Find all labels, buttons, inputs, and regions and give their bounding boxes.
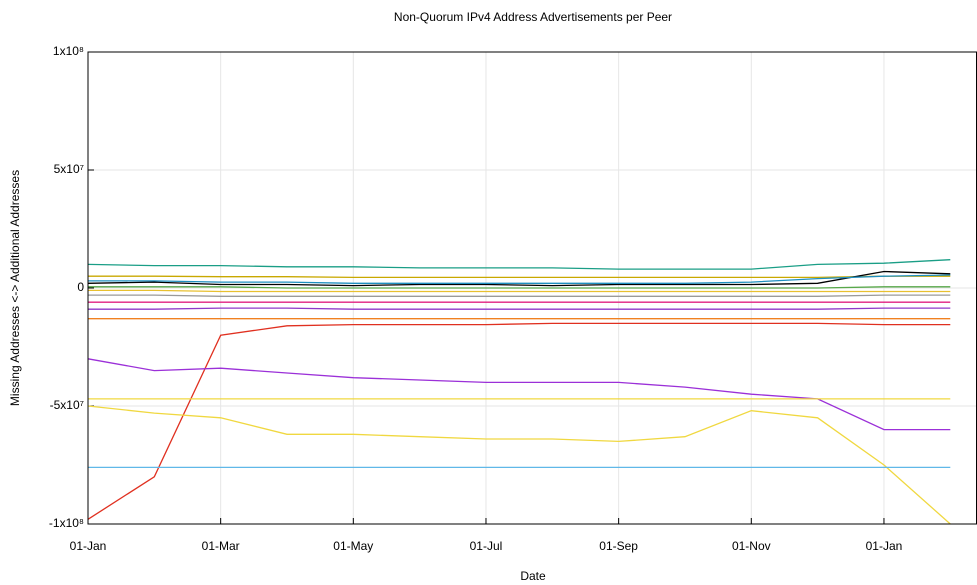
x-tick-label: 01-Nov [732, 539, 771, 553]
y-tick-label: 1x10⁸ [53, 44, 84, 58]
series-line [87, 405, 951, 525]
series-line [87, 322, 951, 520]
series-line [87, 259, 951, 270]
series-line [88, 274, 951, 284]
x-tick-label: 01-May [333, 539, 373, 553]
y-tick-label: -1x10⁸ [49, 516, 84, 530]
x-tick-label: 01-Mar [202, 539, 240, 553]
x-tick-label: 01-Jan [866, 539, 903, 553]
x-tick-label: 01-Jan [70, 539, 107, 553]
x-tick-label: 01-Jul [470, 539, 503, 553]
chart-title: Non-Quorum IPv4 Address Advertisements p… [394, 10, 672, 24]
x-axis-label: Date [520, 569, 546, 583]
x-tick-label: 01-Sep [599, 539, 638, 553]
series-line [88, 294, 951, 297]
series-line [88, 307, 951, 310]
y-tick-label: 0 [77, 280, 84, 294]
y-tick-label: -5x10⁷ [50, 398, 84, 412]
series-line [88, 289, 951, 293]
y-axis-label: Missing Addresses <-> Additional Address… [8, 170, 22, 406]
y-tick-label: 5x10⁷ [54, 162, 84, 176]
series-line [87, 270, 951, 287]
series-line [88, 286, 951, 289]
series-line [87, 358, 951, 431]
series-line [88, 275, 951, 279]
